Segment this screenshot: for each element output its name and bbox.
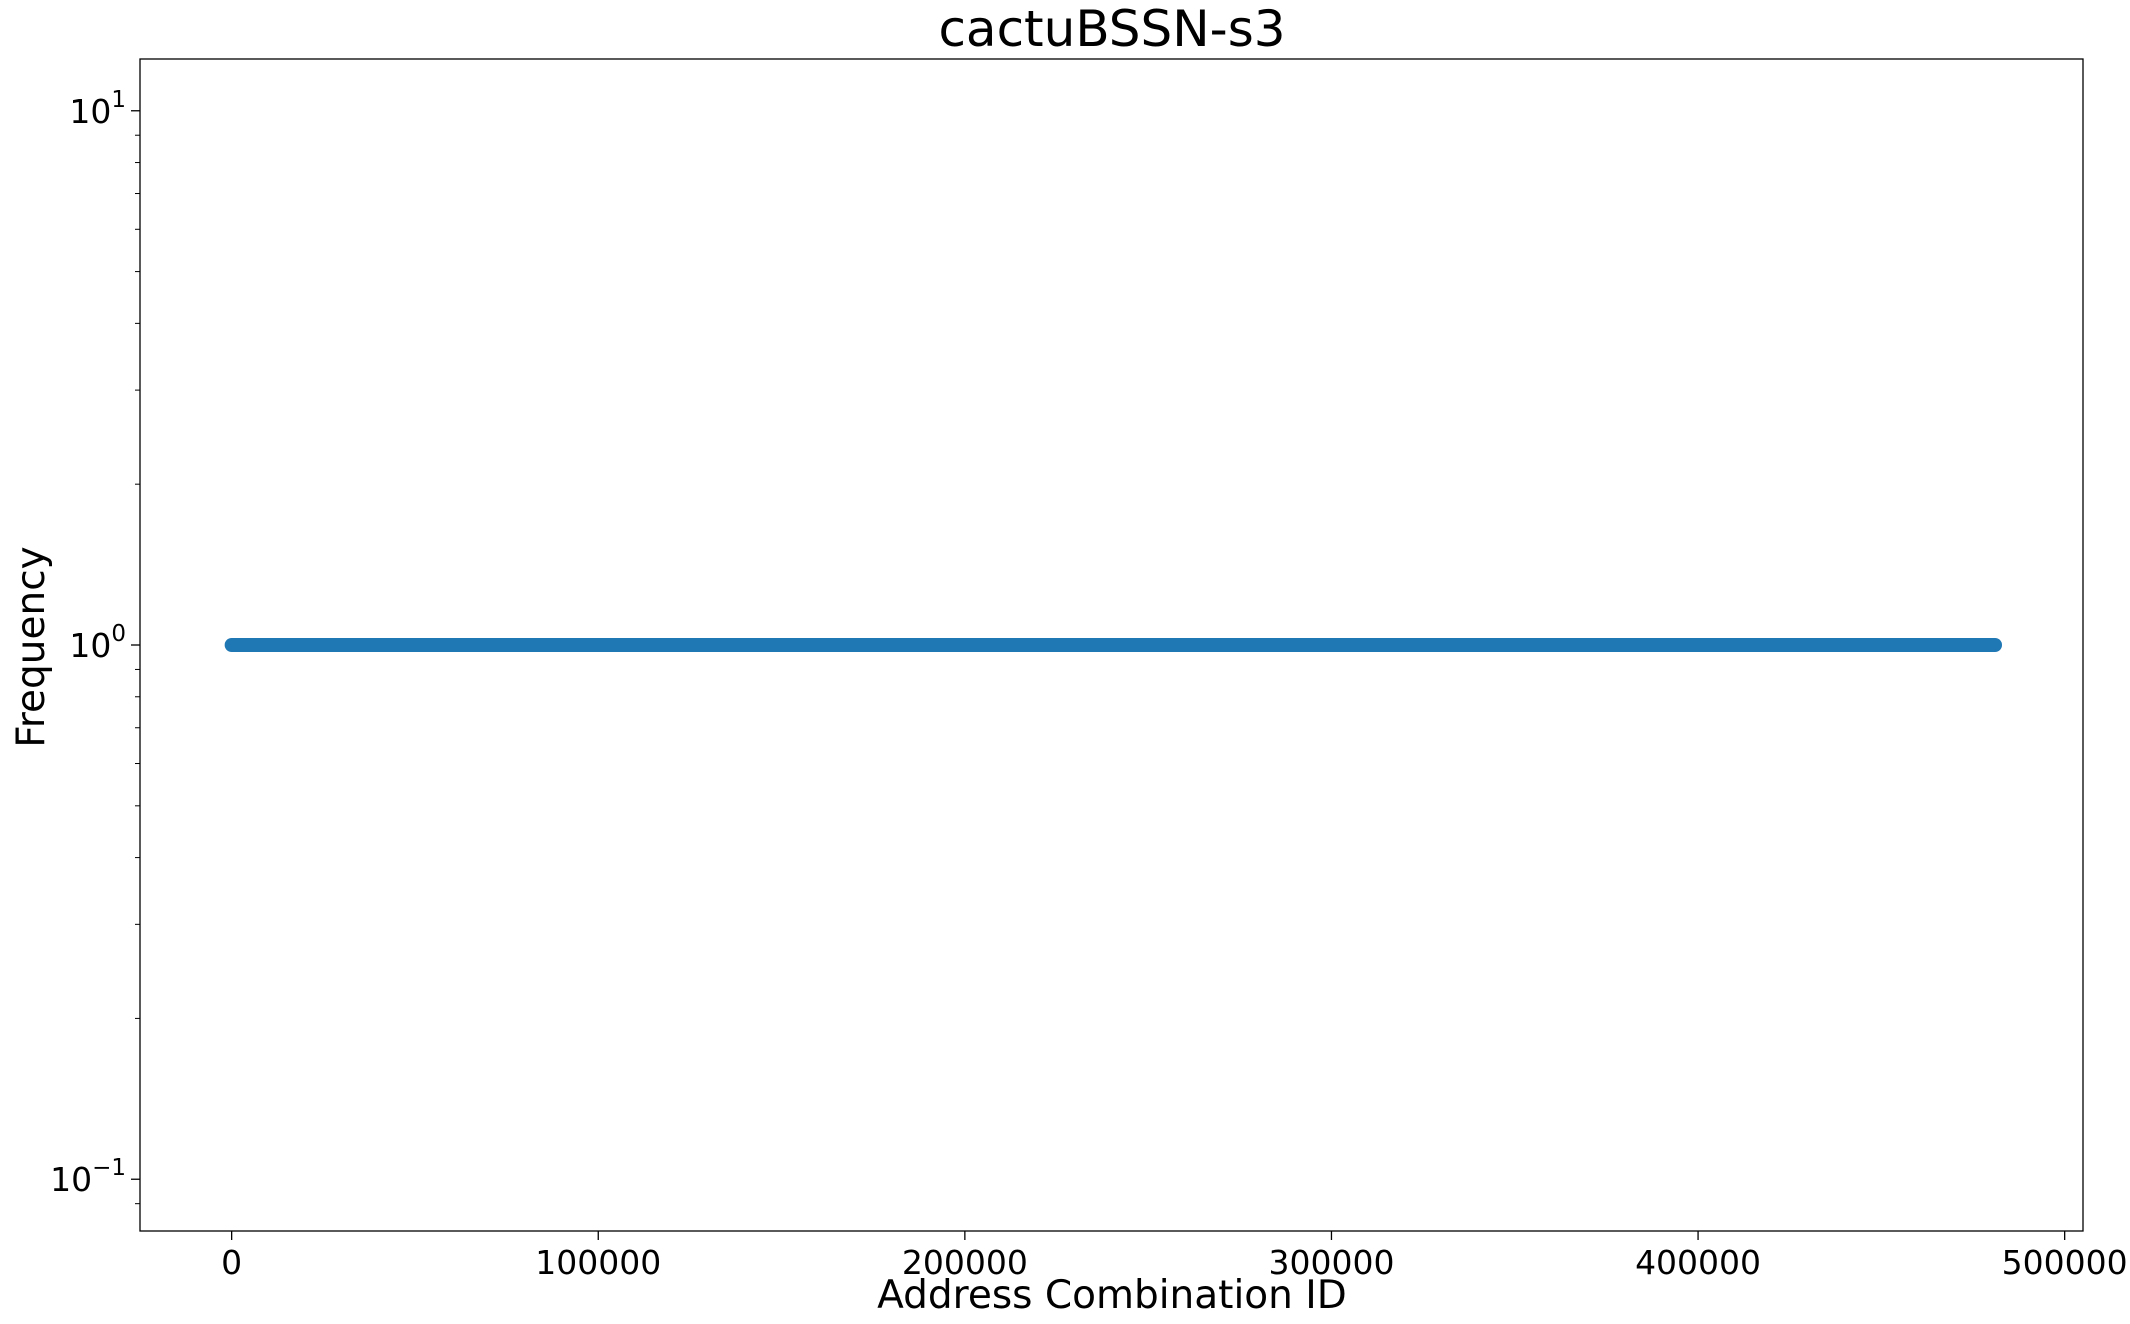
x-axis: 0 100000 200000 300000 400000 500000	[221, 1231, 2128, 1282]
x-tick-label: 100000	[535, 1243, 661, 1282]
x-axis-label: Address Combination ID	[877, 1273, 1347, 1318]
x-tick-label: 300000	[1268, 1243, 1394, 1282]
chart-title: cactuBSSN-s3	[938, 0, 1285, 58]
x-tick-label: 400000	[1635, 1243, 1761, 1282]
y-tick-label: 100	[69, 621, 126, 665]
y-axis: 10−1 100 101	[50, 87, 140, 1205]
y-tick-label: 101	[69, 87, 126, 131]
x-tick-label: 200000	[902, 1243, 1028, 1282]
x-tick-label: 500000	[2002, 1243, 2128, 1282]
y-axis-label: Frequency	[9, 546, 54, 747]
y-tick-label: 10−1	[50, 1155, 126, 1199]
x-tick-label: 0	[221, 1243, 242, 1282]
